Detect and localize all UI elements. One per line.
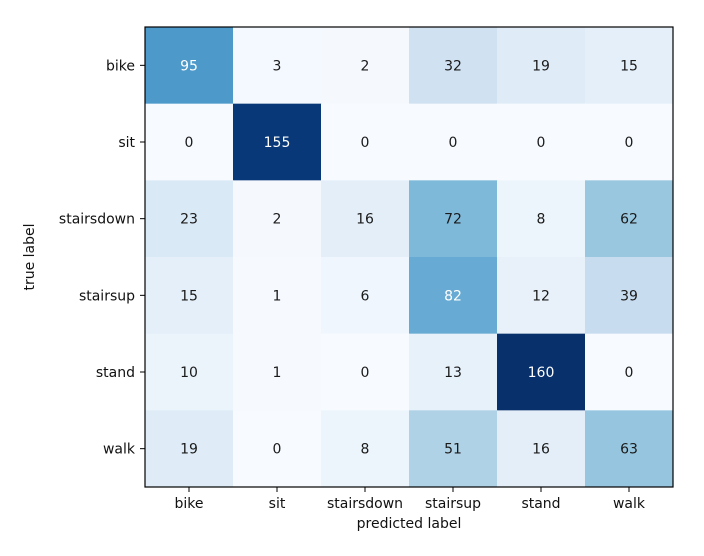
y-tick-label: bike bbox=[106, 58, 135, 74]
cell-value-label: 8 bbox=[537, 212, 546, 228]
heatmap-cell bbox=[497, 180, 586, 258]
heatmap-cell bbox=[497, 410, 586, 488]
cell-value-label: 95 bbox=[180, 58, 198, 74]
heatmap-cell bbox=[585, 27, 674, 105]
heatmap-cell bbox=[321, 103, 410, 181]
cell-value-label: 2 bbox=[361, 58, 370, 74]
heatmap-cell bbox=[145, 103, 234, 181]
x-tick-label: stairsup bbox=[425, 496, 481, 512]
heatmap-cell bbox=[145, 257, 234, 335]
heatmap-cell bbox=[321, 333, 410, 411]
heatmap-cell bbox=[233, 333, 322, 411]
heatmap-cell bbox=[497, 257, 586, 335]
cell-value-label: 63 bbox=[620, 442, 638, 458]
heatmap-cell bbox=[497, 333, 586, 411]
cell-value-label: 0 bbox=[625, 135, 634, 151]
cell-value-label: 82 bbox=[444, 288, 462, 304]
plot-frame bbox=[144, 26, 674, 488]
heatmap-cell bbox=[145, 333, 234, 411]
cell-value-label: 6 bbox=[361, 288, 370, 304]
cell-value-label: 19 bbox=[532, 58, 550, 74]
heatmap-cell bbox=[145, 410, 234, 488]
cell-value-label: 15 bbox=[180, 288, 198, 304]
heatmap-cell bbox=[585, 257, 674, 335]
y-tick-label: walk bbox=[103, 442, 136, 458]
cell-value-label: 19 bbox=[180, 442, 198, 458]
heatmap-cell bbox=[233, 257, 322, 335]
cell-value-label: 13 bbox=[444, 365, 462, 381]
heatmap-cell bbox=[409, 410, 498, 488]
heatmap-cell bbox=[409, 180, 498, 258]
cell-value-label: 16 bbox=[356, 212, 374, 228]
cell-value-label: 10 bbox=[180, 365, 198, 381]
cell-value-label: 72 bbox=[444, 212, 462, 228]
x-tick-label: walk bbox=[613, 496, 646, 512]
cell-value-label: 0 bbox=[273, 442, 282, 458]
cell-value-label: 39 bbox=[620, 288, 638, 304]
cell-value-label: 2 bbox=[273, 212, 282, 228]
cell-value-label: 1 bbox=[273, 288, 282, 304]
y-tick-label: stairsdown bbox=[59, 212, 135, 228]
cell-value-label: 51 bbox=[444, 442, 462, 458]
heatmap-cell bbox=[585, 180, 674, 258]
y-axis-ticks: bike sit stairsdown stairsup stand walk bbox=[59, 58, 145, 458]
heatmap-cell bbox=[409, 333, 498, 411]
heatmap-cell bbox=[145, 27, 234, 105]
cell-value-label: 15 bbox=[620, 58, 638, 74]
cell-value-label: 32 bbox=[444, 58, 462, 74]
heatmap-cell bbox=[233, 180, 322, 258]
heatmap-cell bbox=[497, 27, 586, 105]
cell-value-label: 0 bbox=[625, 365, 634, 381]
cell-value-label: 1 bbox=[273, 365, 282, 381]
heatmap-cell bbox=[145, 180, 234, 258]
heatmap-cell bbox=[409, 257, 498, 335]
cell-value-label: 3 bbox=[273, 58, 282, 74]
heatmap-cell bbox=[321, 180, 410, 258]
cell-value-label: 0 bbox=[537, 135, 546, 151]
cell-value-label: 0 bbox=[361, 135, 370, 151]
heatmap-cell bbox=[321, 257, 410, 335]
x-tick-label: bike bbox=[175, 496, 204, 512]
heatmap-cell bbox=[585, 410, 674, 488]
cell-value-label: 155 bbox=[264, 135, 291, 151]
y-axis-label: true label bbox=[22, 223, 38, 290]
heatmap-cell bbox=[585, 103, 674, 181]
heatmap-cell bbox=[409, 103, 498, 181]
heatmap-cell bbox=[321, 27, 410, 105]
heatmap-cell bbox=[233, 410, 322, 488]
y-tick-label: stand bbox=[96, 365, 135, 381]
y-tick-label: stairsup bbox=[79, 288, 135, 304]
cell-value-label: 23 bbox=[180, 212, 198, 228]
heatmap-cell bbox=[321, 410, 410, 488]
y-tick-label: sit bbox=[118, 135, 135, 151]
cell-value-label: 12 bbox=[532, 288, 550, 304]
cell-value-label: 62 bbox=[620, 212, 638, 228]
cell-value-label: 0 bbox=[185, 135, 194, 151]
heatmap-cell bbox=[585, 333, 674, 411]
x-tick-label: sit bbox=[269, 496, 286, 512]
cell-value-label: 0 bbox=[361, 365, 370, 381]
x-axis-ticks: bike sit stairsdown stairsup stand walk bbox=[175, 487, 646, 512]
cell-value-label: 8 bbox=[361, 442, 370, 458]
cell-value-label: 0 bbox=[449, 135, 458, 151]
x-tick-label: stairsdown bbox=[327, 496, 403, 512]
heatmap-cell bbox=[233, 27, 322, 105]
heatmap-cell bbox=[497, 103, 586, 181]
heatmap-cell bbox=[233, 103, 322, 181]
cell-value-label: 160 bbox=[528, 365, 555, 381]
heatmap-cell bbox=[409, 27, 498, 105]
x-axis-label: predicted label bbox=[357, 516, 462, 532]
x-tick-label: stand bbox=[521, 496, 560, 512]
heatmap-cells bbox=[145, 27, 674, 488]
cell-value-label: 16 bbox=[532, 442, 550, 458]
